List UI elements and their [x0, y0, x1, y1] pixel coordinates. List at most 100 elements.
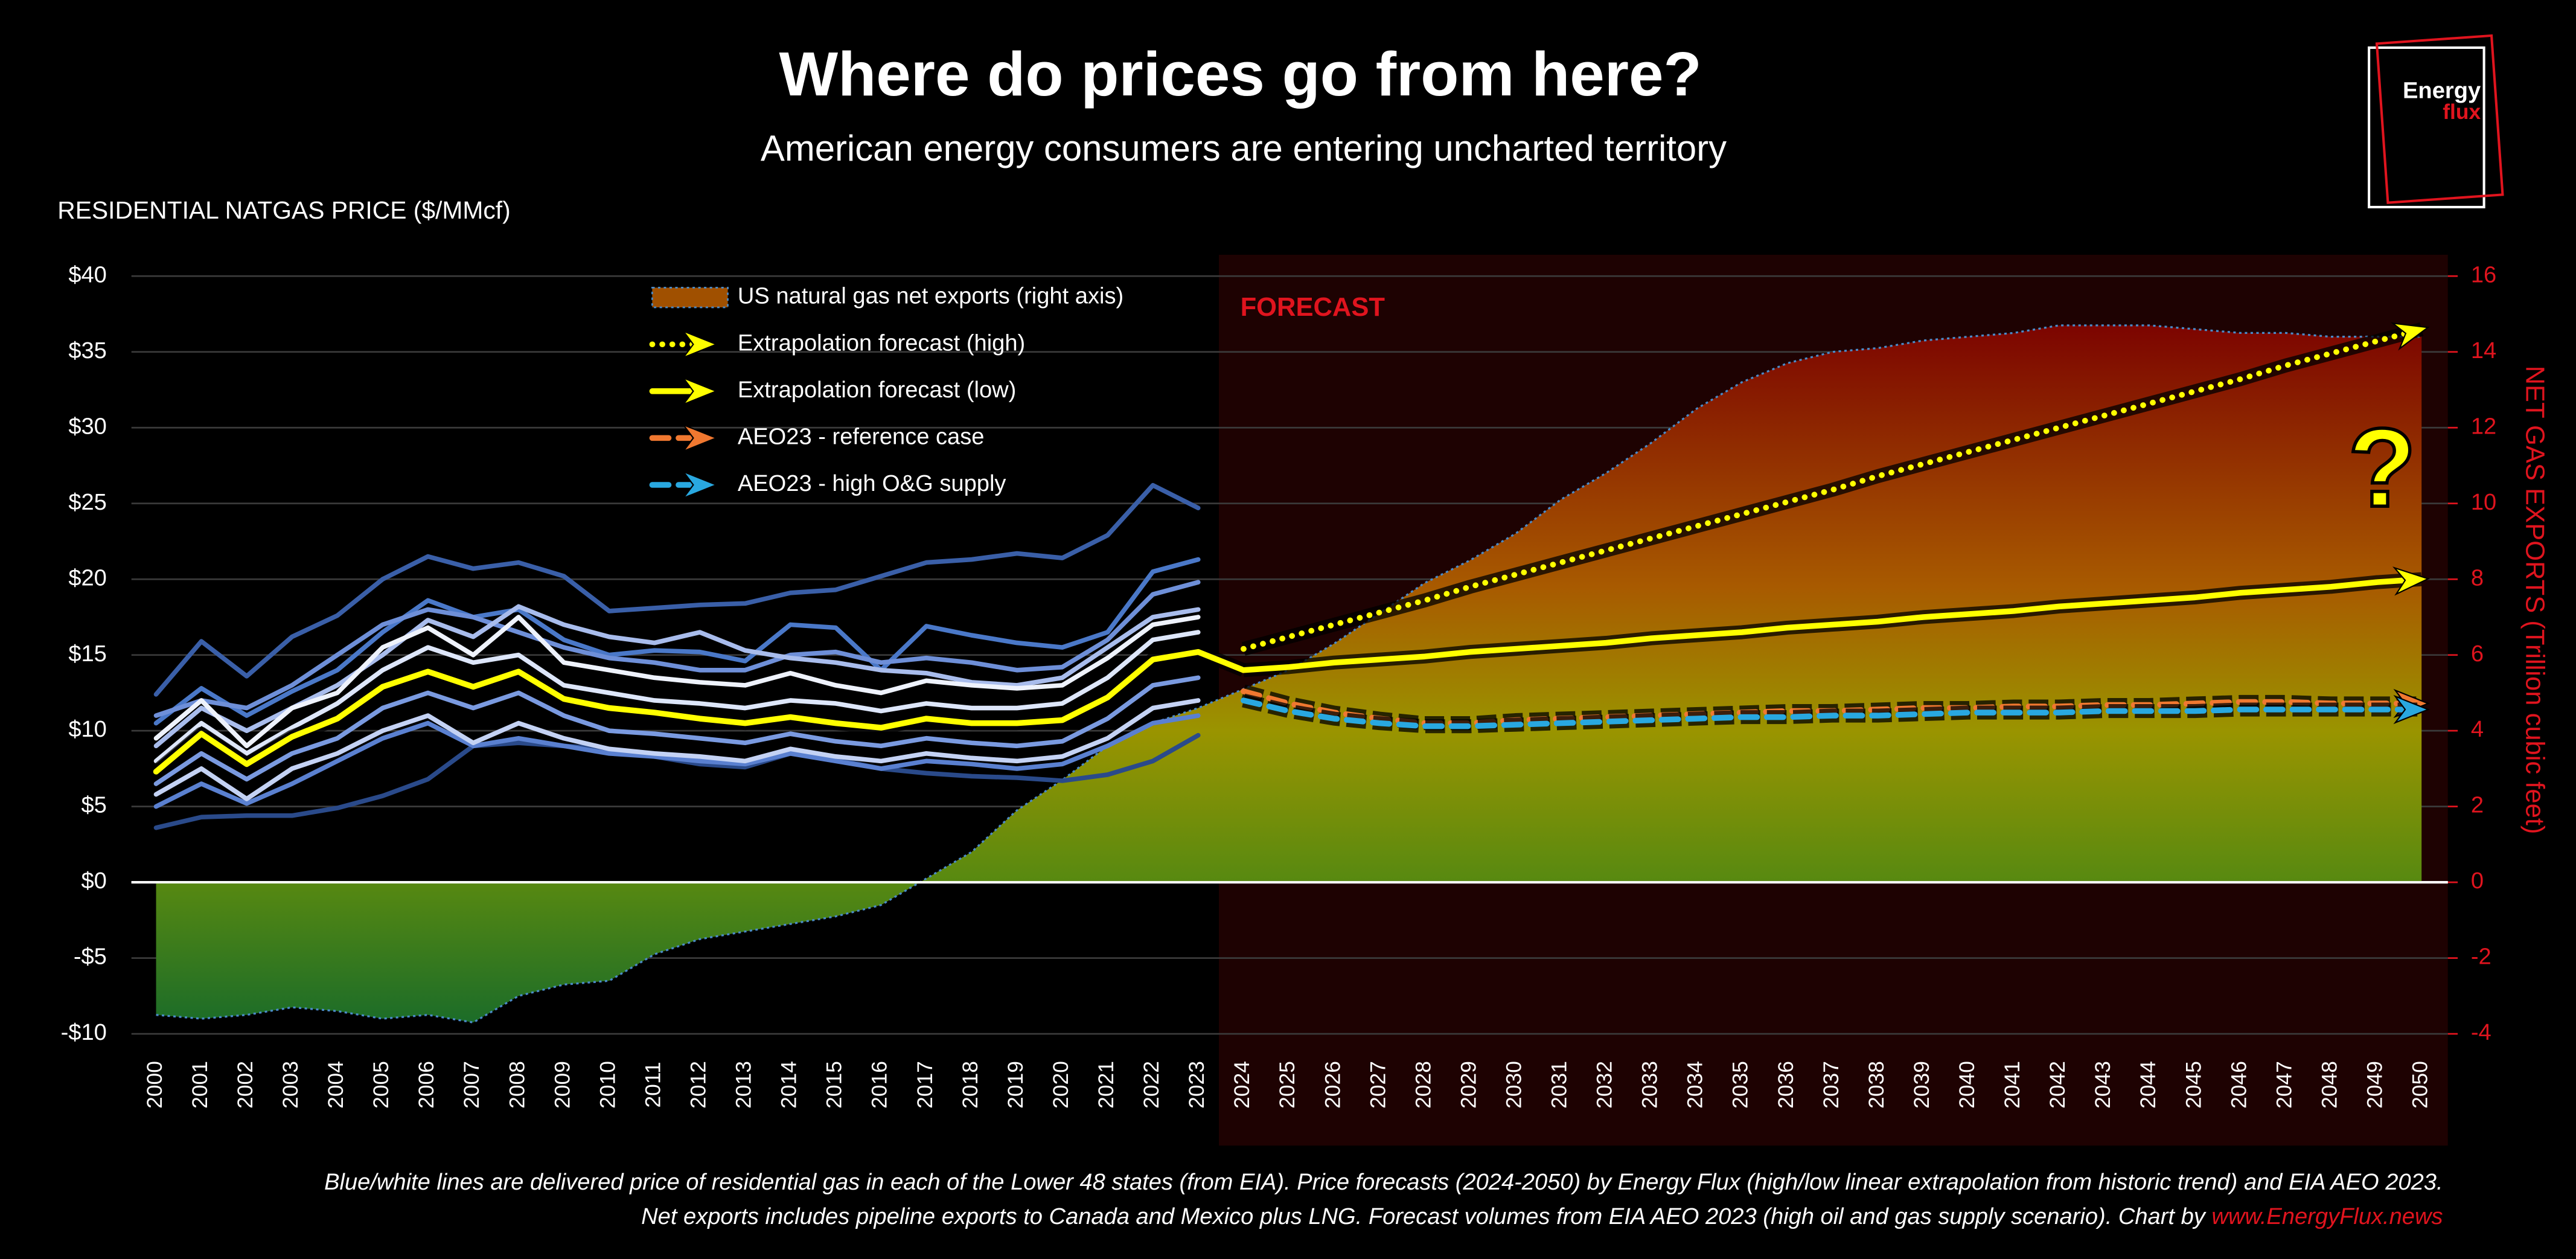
footnote-link: www.EnergyFlux.news — [2211, 1204, 2443, 1229]
forecast-line — [1241, 322, 2430, 652]
x-tick-label: 2011 — [641, 1062, 665, 1107]
y2-tick-label: -4 — [2471, 1020, 2491, 1045]
x-tick-label: 2029 — [1457, 1061, 1480, 1109]
price-line — [153, 557, 1201, 726]
x-tick-label: 2041 — [2001, 1061, 2024, 1109]
legend-label: AEO23 - reference case — [738, 424, 985, 449]
footnote: Net exports includes pipeline exports to… — [641, 1204, 2443, 1229]
x-tick-label: 2015 — [823, 1061, 846, 1109]
x-tick-label: 2026 — [1321, 1061, 1344, 1109]
legend-label: AEO23 - high O&G supply — [738, 471, 1006, 496]
y-tick-label: $40 — [68, 262, 107, 287]
price-line — [153, 630, 1201, 764]
y-tick-label: -$5 — [74, 944, 107, 970]
y2-tick-label: 6 — [2471, 641, 2484, 667]
x-tick-label: 2001 — [188, 1061, 212, 1109]
x-tick-label: 2016 — [868, 1061, 892, 1109]
logo-frame — [2368, 46, 2485, 209]
x-tick-label: 2049 — [2363, 1061, 2386, 1109]
x-tick-label: 2012 — [687, 1061, 711, 1109]
x-tick-label: 2010 — [596, 1061, 619, 1109]
y2-tick-label: 16 — [2471, 262, 2496, 287]
logo-frame — [2375, 34, 2504, 204]
x-tick-label: 2030 — [1502, 1061, 1526, 1109]
x-tick-label: 2036 — [1774, 1061, 1798, 1109]
x-tick-label: 2027 — [1366, 1061, 1390, 1109]
x-tick-label: 2006 — [415, 1061, 438, 1109]
y2-tick-label: 14 — [2471, 338, 2496, 364]
x-tick-label: 2028 — [1411, 1061, 1435, 1109]
x-tick-label: 2039 — [1910, 1061, 1934, 1109]
y-tick-label: $35 — [68, 338, 107, 364]
forecast-annotation: FORECAST — [1241, 293, 1385, 322]
y2-tick-label: 0 — [2471, 868, 2484, 894]
forecast-line — [1241, 694, 2431, 729]
x-tick-label: 2045 — [2182, 1061, 2205, 1109]
y-tick-label: $20 — [68, 565, 107, 591]
x-tick-label: 2022 — [1140, 1061, 1163, 1109]
x-tick-label: 2000 — [143, 1061, 167, 1109]
price-line — [153, 604, 1201, 749]
x-tick-label: 2040 — [1955, 1061, 1979, 1109]
price-line — [153, 580, 1201, 718]
y2-tick-label: 8 — [2471, 565, 2484, 591]
x-tick-label: 2004 — [324, 1061, 348, 1109]
x-tick-label: 2043 — [2091, 1061, 2115, 1109]
x-tick-label: 2024 — [1230, 1061, 1254, 1109]
y-tick-label: $30 — [68, 414, 107, 439]
x-tick-label: 2033 — [1638, 1061, 1662, 1109]
logo-text: Energy — [2403, 78, 2481, 103]
y-tick-label: $0 — [81, 868, 107, 894]
x-tick-label: 2002 — [234, 1061, 257, 1109]
x-tick-label: 2023 — [1185, 1061, 1209, 1109]
y-axis-label: RESIDENTIAL NATGAS PRICE ($/MMcf) — [57, 196, 511, 224]
x-tick-label: 2031 — [1548, 1061, 1571, 1109]
y2-tick-label: 4 — [2471, 717, 2484, 742]
x-tick-label: 2050 — [2409, 1061, 2432, 1109]
x-tick-label: 2005 — [369, 1061, 393, 1109]
x-tick-label: 2009 — [551, 1061, 574, 1109]
price-line — [153, 713, 1201, 809]
x-tick-label: 2037 — [1820, 1061, 1843, 1109]
x-tick-label: 2003 — [279, 1061, 302, 1109]
y-tick-label: $10 — [68, 717, 107, 742]
footnote: Blue/white lines are delivered price of … — [324, 1170, 2443, 1195]
y-tick-label: $5 — [81, 793, 107, 818]
chart-title: Where do prices go from here? — [779, 39, 1701, 109]
x-tick-label: 2047 — [2272, 1061, 2296, 1109]
logo: Energy flux — [2368, 34, 2504, 209]
price-line — [153, 698, 1201, 801]
price-line — [153, 649, 1247, 775]
price-line — [153, 675, 1201, 786]
x-tick-label: 2007 — [460, 1061, 484, 1109]
y2-tick-label: -2 — [2471, 944, 2491, 970]
legend-label: Extrapolation forecast (high) — [738, 330, 1025, 356]
x-tick-label: 2014 — [778, 1061, 801, 1109]
x-tick-label: 2017 — [913, 1061, 937, 1109]
x-tick-label: 2038 — [1865, 1061, 1888, 1109]
x-tick-label: 2035 — [1729, 1061, 1753, 1109]
footnote-text: Net exports includes pipeline exports to… — [641, 1204, 2211, 1229]
y-tick-label: $15 — [68, 641, 107, 667]
plot-area — [131, 254, 2458, 1146]
x-tick-label: 2046 — [2227, 1061, 2251, 1109]
legend-label: Extrapolation forecast (low) — [738, 377, 1017, 403]
logo-text: flux — [2443, 100, 2481, 124]
x-tick-label: 2042 — [2046, 1061, 2069, 1109]
chart-subtitle: American energy consumers are entering u… — [761, 128, 1727, 168]
x-tick-label: 2048 — [2318, 1061, 2341, 1109]
x-tick-label: 2013 — [732, 1061, 756, 1109]
x-tick-label: 2018 — [959, 1061, 982, 1109]
y2-tick-label: 12 — [2471, 414, 2496, 439]
x-tick-label: 2019 — [1004, 1061, 1028, 1109]
legend-swatch — [651, 286, 729, 309]
x-tick-label: 2032 — [1593, 1061, 1617, 1109]
x-tick-label: 2008 — [505, 1061, 529, 1109]
question-annotation: ? — [2348, 405, 2416, 530]
legend-label: US natural gas net exports (right axis) — [738, 284, 1123, 309]
x-tick-label: 2020 — [1049, 1061, 1073, 1109]
x-tick-label: 2034 — [1684, 1061, 1707, 1109]
forecast-line — [1241, 566, 2430, 673]
